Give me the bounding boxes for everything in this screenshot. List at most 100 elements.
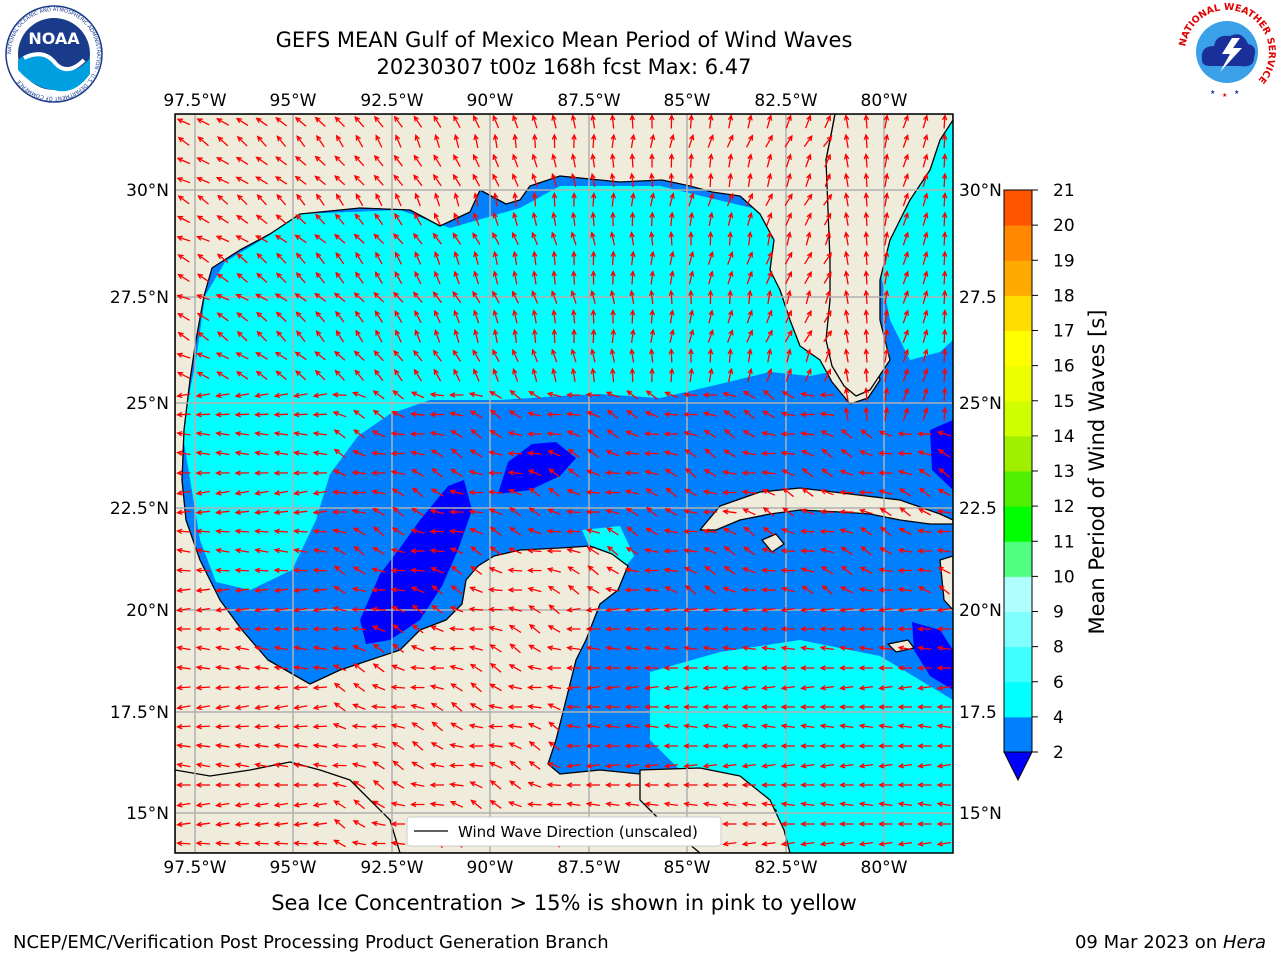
wave-direction-arrow [234, 704, 250, 711]
wave-direction-arrow [824, 114, 831, 129]
lat-label-left: 17.5°N [110, 703, 169, 723]
wave-direction-arrow [565, 509, 581, 515]
wave-direction-arrow [469, 586, 483, 594]
wave-direction-arrow [215, 490, 230, 496]
wave-direction-arrow [355, 329, 364, 343]
wave-direction-arrow [448, 626, 464, 632]
wave-direction-arrow [256, 252, 268, 264]
wave-direction-arrow [468, 391, 484, 398]
wave-direction-arrow [430, 702, 444, 712]
wave-direction-arrow [234, 762, 250, 768]
wave-direction-arrow [858, 508, 873, 515]
wave-direction-arrow [630, 133, 636, 149]
wave-direction-arrow [551, 211, 557, 227]
wave-direction-arrow [824, 153, 831, 168]
wave-direction-arrow [571, 250, 577, 266]
wave-direction-arrow [315, 193, 325, 206]
wave-direction-arrow [216, 273, 229, 283]
wave-direction-arrow [823, 212, 832, 226]
wave-direction-arrow [312, 664, 328, 671]
wave-direction-arrow [761, 547, 776, 554]
wave-direction-arrow [605, 743, 620, 749]
wave-direction-arrow [682, 411, 698, 418]
wave-direction-arrow [858, 841, 873, 847]
wave-direction-arrow [527, 528, 542, 535]
wave-direction-arrow [840, 586, 854, 594]
wave-direction-arrow [509, 780, 522, 790]
wave-direction-arrow [780, 704, 795, 710]
colorbar-segment [1004, 295, 1032, 331]
wave-direction-arrow [526, 548, 542, 554]
wave-direction-arrow [234, 821, 249, 828]
wave-direction-arrow [489, 779, 502, 790]
wave-direction-arrow [624, 567, 640, 573]
wave-direction-arrow [629, 309, 636, 324]
wave-direction-arrow [902, 133, 909, 148]
wave-direction-arrow [917, 743, 932, 749]
wave-direction-arrow [918, 468, 931, 478]
wave-direction-arrow [195, 645, 211, 651]
wave-direction-arrow [823, 193, 833, 206]
legend-label: Wind Wave Direction (unscaled) [458, 823, 698, 841]
wave-direction-arrow [823, 251, 832, 265]
wave-direction-arrow [254, 607, 269, 613]
wave-direction-arrow [176, 782, 191, 788]
wave-direction-arrow [175, 664, 191, 671]
wave-direction-arrow [273, 684, 289, 691]
wave-direction-arrow [747, 172, 753, 188]
wave-direction-arrow [391, 527, 405, 536]
wave-direction-arrow [746, 192, 753, 207]
wave-direction-arrow [800, 841, 815, 847]
wave-direction-arrow [663, 607, 678, 613]
wave-direction-arrow [668, 152, 675, 168]
wave-direction-arrow [742, 430, 756, 438]
wave-direction-arrow [858, 704, 873, 710]
wave-direction-arrow [333, 818, 346, 829]
wave-direction-arrow [175, 509, 191, 516]
wave-direction-arrow [902, 250, 909, 265]
wave-direction-arrow [819, 489, 834, 496]
wave-direction-arrow [761, 489, 776, 496]
colorbar-tick-label: 12 [1053, 497, 1075, 517]
wave-direction-arrow [624, 763, 639, 769]
wave-direction-arrow [937, 449, 951, 458]
wave-direction-arrow [527, 801, 542, 808]
wave-direction-arrow [216, 253, 229, 264]
wave-direction-arrow [353, 663, 366, 673]
wave-direction-arrow [234, 607, 250, 613]
wave-direction-arrow [609, 172, 616, 188]
wave-direction-arrow [726, 329, 734, 343]
wave-direction-arrow [941, 191, 948, 207]
wave-direction-arrow [747, 114, 753, 129]
wave-direction-arrow [570, 348, 577, 363]
wave-direction-arrow [722, 782, 737, 788]
wave-direction-arrow [590, 250, 597, 266]
wave-direction-arrow [196, 312, 210, 322]
wave-direction-arrow [512, 133, 518, 149]
wave-direction-arrow [566, 489, 581, 496]
wave-direction-arrow [195, 490, 211, 496]
lon-label-top: 92.5°W [360, 91, 423, 111]
wave-direction-arrow [312, 607, 328, 613]
wave-direction-arrow [214, 684, 230, 691]
svg-text:★: ★ [1210, 89, 1215, 96]
wave-direction-arrow [509, 526, 522, 536]
wave-direction-arrow [624, 743, 639, 749]
wave-direction-arrow [469, 528, 483, 535]
wave-direction-arrow [469, 449, 483, 458]
wave-direction-arrow [863, 191, 870, 207]
wave-direction-arrow [863, 133, 870, 149]
wave-direction-arrow [333, 292, 346, 303]
wave-direction-arrow [492, 114, 500, 129]
wave-direction-arrow [707, 172, 714, 188]
wave-direction-arrow [546, 567, 561, 573]
wave-direction-arrow [922, 367, 929, 382]
wave-direction-arrow [176, 450, 191, 456]
wave-direction-arrow [858, 607, 873, 613]
wave-direction-arrow [688, 289, 694, 305]
lon-label-bottom: 80°W [861, 858, 908, 878]
wave-direction-arrow [507, 567, 523, 574]
wave-direction-arrow [820, 566, 834, 575]
wave-direction-arrow [918, 487, 931, 498]
wave-direction-arrow [431, 721, 443, 732]
